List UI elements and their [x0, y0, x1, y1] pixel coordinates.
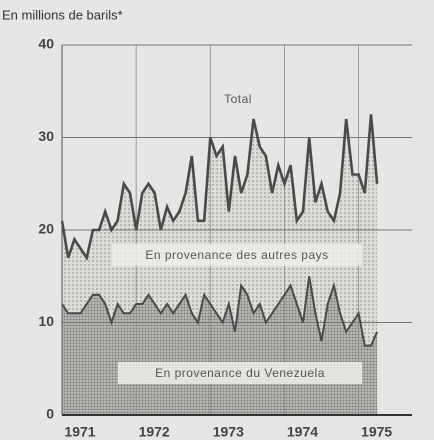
total-line — [60, 114, 379, 262]
x-tick-label: 1974 — [287, 424, 318, 440]
x-tick-label: 1971 — [64, 424, 95, 440]
venezuela-line — [61, 276, 379, 347]
x-tick-label: 1973 — [213, 424, 244, 440]
y-tick-label: 30 — [38, 128, 54, 144]
series-label: En provenance du Venezuela — [155, 366, 325, 380]
label-box — [112, 244, 362, 266]
y-tick-label: 0 — [46, 406, 54, 422]
x-tick-label: 1972 — [139, 424, 170, 440]
x-tick-label: 1975 — [361, 424, 392, 440]
y-axis-label: En millions de barils* — [2, 7, 123, 22]
y-tick-label: 10 — [38, 313, 54, 329]
y-tick-label: 20 — [38, 221, 54, 237]
series-label: Total — [224, 92, 252, 106]
label-box — [118, 362, 362, 384]
y-tick-label: 40 — [38, 36, 54, 52]
annotation: En provenance des autres pays — [145, 248, 328, 262]
